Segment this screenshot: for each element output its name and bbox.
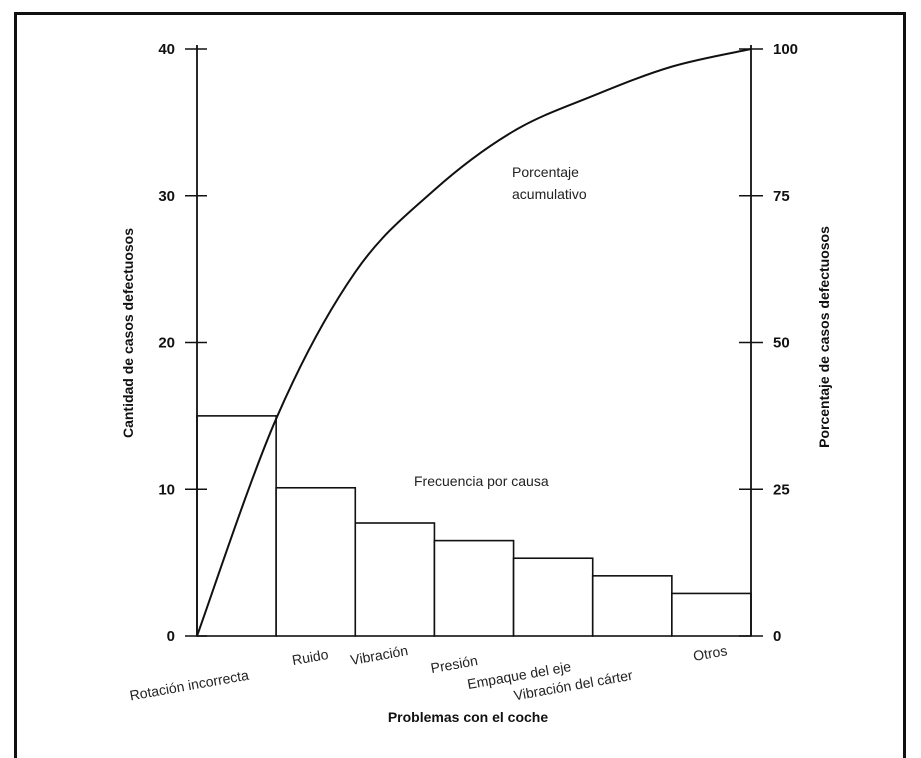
bar-4 [433, 539, 515, 637]
cumulative-curve [196, 48, 752, 637]
curve-label-line2: acumulativo [512, 186, 587, 202]
category-label-4: Presión [429, 652, 479, 676]
bar-5 [512, 557, 594, 637]
y-axis-title-left: Cantidad de casos defectuosos [120, 228, 136, 438]
right-tick-label: 0 [773, 628, 781, 645]
bar-3 [354, 522, 436, 637]
category-label-3: Vibración [349, 642, 409, 668]
right-tick-label: 25 [773, 481, 790, 498]
left-tick-label: 0 [167, 628, 175, 645]
bar-6 [591, 575, 673, 637]
right-tick-label: 50 [773, 335, 790, 352]
axes-group [196, 45, 752, 636]
category-labels: Rotación incorrecta Ruido Vibración Presión… [128, 642, 728, 703]
category-label-2: Ruido [291, 646, 330, 668]
right-axis-ticks: 0 25 50 75 100 [739, 41, 798, 645]
bars-label: Frecuencia por causa [414, 473, 549, 489]
left-tick-label: 30 [158, 188, 175, 205]
bar-2 [275, 486, 357, 637]
bars-group [196, 415, 752, 637]
category-label-7: Otros [692, 642, 728, 664]
left-tick-label: 10 [158, 481, 175, 498]
x-axis-title: Problemas con el coche [388, 709, 548, 725]
right-tick-label: 100 [773, 41, 798, 58]
left-axis-ticks: 0 10 20 30 40 [158, 41, 207, 645]
left-tick-label: 40 [158, 41, 175, 58]
category-label-1: Rotación incorrecta [128, 667, 250, 704]
bar-7 [671, 592, 752, 637]
right-tick-label: 75 [773, 188, 790, 205]
left-tick-label: 20 [158, 335, 175, 352]
y-axis-title-right: Porcentaje de casos defectuosos [816, 226, 832, 448]
curve-label-line1: Porcentaje [512, 164, 579, 180]
